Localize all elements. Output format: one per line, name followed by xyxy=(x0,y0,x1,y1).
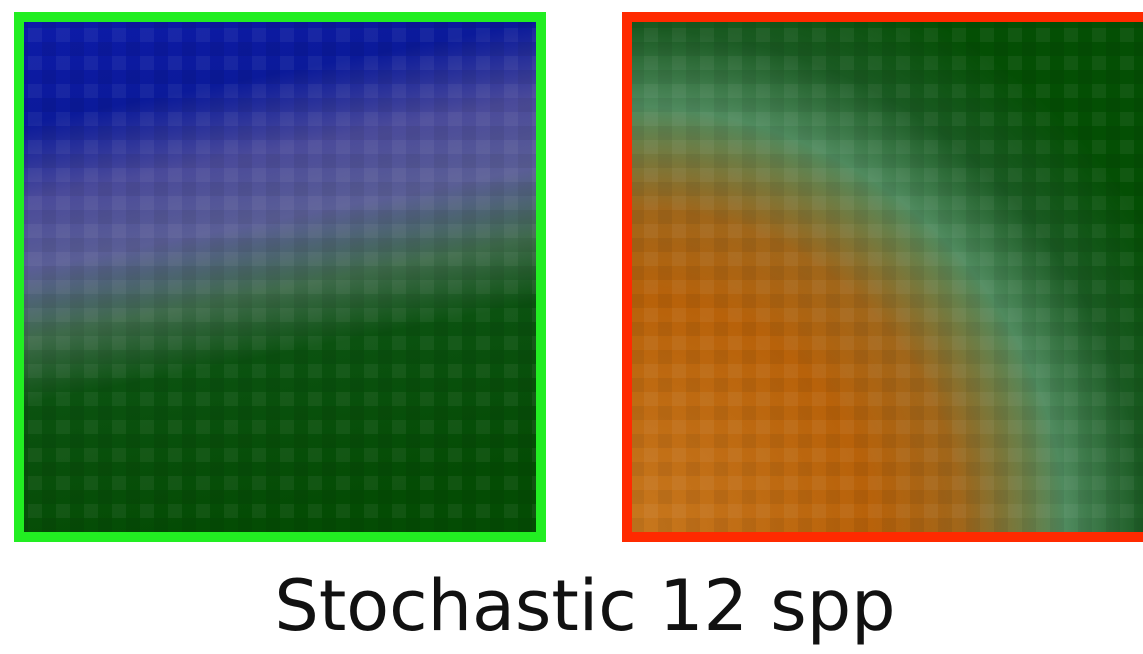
caption: Stochastic 12 spp xyxy=(274,565,895,647)
right-panel xyxy=(627,17,1143,537)
left-panel xyxy=(19,17,541,537)
figure: Stochastic 12 spp xyxy=(0,0,1143,654)
slide: Stochastic 12 spp xyxy=(0,0,1143,654)
